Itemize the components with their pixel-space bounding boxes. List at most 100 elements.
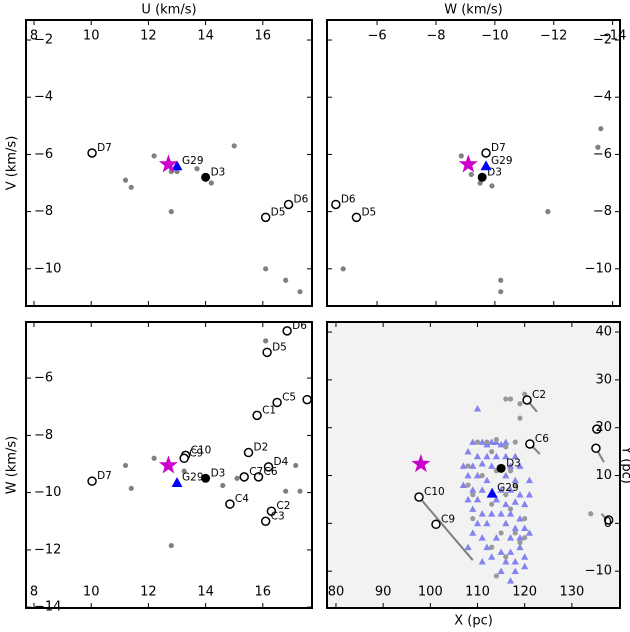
- star-point: [503, 492, 509, 498]
- y-tick-label: −10: [34, 261, 61, 276]
- x-axis-label: X (pc): [454, 614, 493, 629]
- star-point: [496, 463, 506, 473]
- x-tick-label: −10: [481, 29, 508, 44]
- star-point: [498, 277, 504, 283]
- star-point: [492, 452, 500, 460]
- star-point: [511, 452, 519, 460]
- frame: [25, 321, 313, 609]
- star-point: [521, 562, 529, 570]
- star-point: [220, 482, 226, 489]
- star-point: [516, 491, 524, 498]
- x-tick-label: 12: [140, 29, 157, 44]
- star-point: [87, 148, 97, 158]
- point-label: C6: [264, 466, 278, 478]
- star-point: [483, 519, 491, 527]
- point-label: C2: [276, 500, 290, 512]
- star-point: [282, 326, 292, 336]
- star-point: [260, 212, 271, 223]
- point-label: C4: [235, 493, 249, 505]
- star-point: [266, 506, 277, 516]
- star-point: [480, 160, 492, 171]
- star-point: [525, 529, 534, 536]
- x-tick-label: 10: [83, 585, 100, 600]
- star-point: [497, 486, 505, 493]
- star-point: [225, 499, 235, 509]
- star-point: [497, 548, 505, 555]
- star-point: [478, 510, 486, 517]
- star-point: [473, 452, 482, 460]
- star-point: [263, 338, 269, 344]
- star-point: [489, 449, 495, 455]
- x-tick-label: −6: [367, 29, 386, 44]
- star-point: [469, 529, 477, 536]
- star-point: [595, 144, 601, 150]
- star-point: [465, 463, 471, 469]
- point-label: C10: [191, 444, 212, 456]
- star-point: [502, 500, 510, 508]
- star-point: [483, 452, 491, 460]
- star-point: [208, 180, 214, 186]
- star-point: [478, 486, 486, 493]
- point-label: C9: [189, 447, 203, 459]
- star-point: [525, 476, 534, 484]
- point-label: C7: [249, 466, 263, 478]
- star-point: [478, 459, 486, 467]
- y-tick-label: 0: [604, 516, 612, 531]
- star-point: [469, 462, 477, 469]
- star-point: [478, 438, 486, 445]
- star-point: [511, 567, 519, 575]
- star-point: [351, 212, 362, 223]
- star-point: [517, 539, 523, 546]
- star-point: [283, 488, 289, 494]
- star-point: [497, 510, 505, 517]
- x-tick-label: 16: [255, 585, 272, 600]
- y-tick-label: −10: [585, 261, 612, 276]
- x-tick-label: 130: [559, 585, 584, 600]
- star-point: [492, 495, 500, 503]
- star-point: [489, 544, 495, 550]
- y-tick-label: −10: [34, 485, 61, 500]
- star-point: [489, 183, 495, 189]
- point-label: G29: [491, 155, 513, 167]
- point-label: C8: [312, 389, 326, 401]
- star-point: [473, 519, 482, 527]
- point-label: G29: [497, 482, 518, 494]
- y-tick-label: −12: [34, 542, 61, 557]
- point-label: D7: [491, 142, 506, 154]
- star-point: [498, 289, 504, 295]
- x-tick-label: −12: [540, 29, 567, 44]
- star-point: [473, 471, 482, 479]
- star-point: [194, 166, 200, 172]
- star-point: [252, 410, 262, 421]
- point-label: D6: [341, 193, 356, 205]
- star-point: [158, 154, 178, 173]
- star-point: [263, 462, 274, 472]
- vector: [418, 496, 474, 561]
- star-point: [128, 485, 134, 491]
- point-label: G29: [182, 155, 204, 167]
- star-point: [512, 439, 518, 445]
- star-point: [512, 482, 518, 488]
- star-point: [503, 444, 509, 450]
- star-point: [521, 500, 529, 508]
- x-tick-label: 8: [30, 585, 38, 600]
- point-label: D5: [271, 206, 286, 218]
- star-point: [411, 454, 431, 473]
- star-point: [122, 462, 129, 469]
- point-label: C10: [424, 486, 445, 498]
- star-point: [503, 554, 509, 560]
- star-point: [464, 495, 472, 503]
- star-point: [477, 172, 487, 182]
- star-point: [517, 401, 523, 407]
- y-tick-label: −8: [34, 204, 53, 219]
- star-point: [168, 542, 174, 549]
- star-point: [171, 477, 183, 488]
- star-point: [201, 473, 211, 483]
- star-point: [603, 515, 614, 525]
- star-point: [492, 534, 500, 541]
- star-point: [459, 462, 467, 469]
- y-tick-label: −4: [34, 90, 53, 105]
- x-tick-label: 90: [375, 585, 392, 600]
